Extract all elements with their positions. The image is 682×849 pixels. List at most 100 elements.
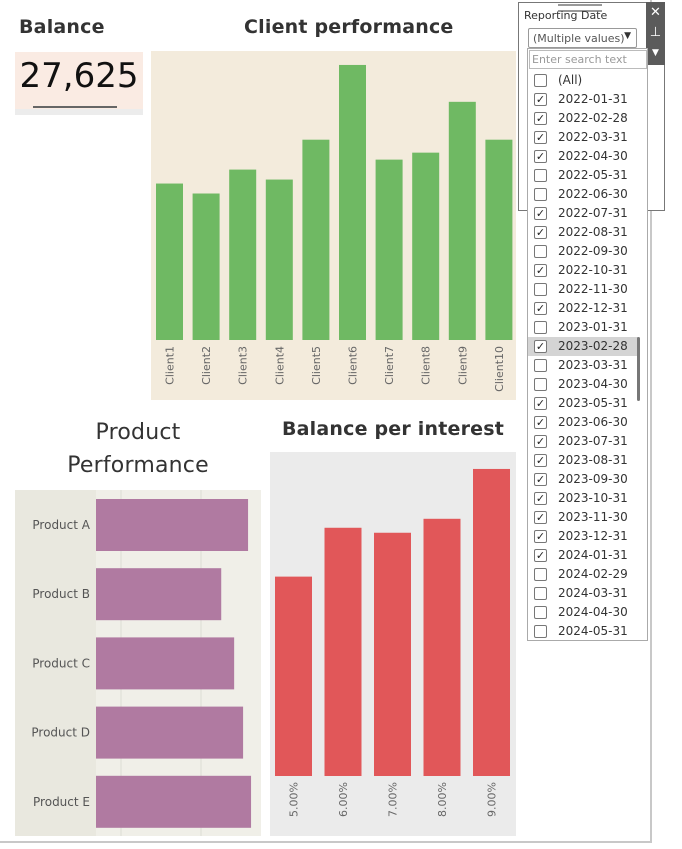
filter-item[interactable]: 2022-11-30 xyxy=(528,280,638,299)
filter-item[interactable]: ✓ 2023-06-30 xyxy=(528,413,638,432)
checkbox-icon[interactable] xyxy=(534,587,547,600)
filter-item[interactable]: ✓ 2022-08-31 xyxy=(528,223,638,242)
checkbox-checked-icon[interactable]: ✓ xyxy=(534,530,547,543)
checkbox-icon[interactable] xyxy=(534,625,547,638)
interest-tick-label: 8.00% xyxy=(436,782,449,817)
filter-item[interactable]: ✓ 2024-01-31 xyxy=(528,546,638,565)
checkbox-icon[interactable] xyxy=(534,169,547,182)
checkbox-checked-icon[interactable]: ✓ xyxy=(534,416,547,429)
drag-handle-icon[interactable] xyxy=(558,4,602,12)
filter-item[interactable]: 2024-05-31 xyxy=(528,622,638,640)
checkbox-checked-icon[interactable]: ✓ xyxy=(534,112,547,125)
filter-item-label: 2022-07-31 xyxy=(558,206,628,220)
checkbox-checked-icon[interactable]: ✓ xyxy=(534,302,547,315)
product-bar xyxy=(96,568,222,621)
filter-item-label: 2023-07-31 xyxy=(558,434,628,448)
checkbox-checked-icon[interactable]: ✓ xyxy=(534,340,547,353)
client-tick-label: Client7 xyxy=(383,346,396,385)
filter-item-label: (All) xyxy=(558,73,583,87)
filter-item[interactable]: ✓ 2023-09-30 xyxy=(528,470,638,489)
interest-bar xyxy=(473,468,510,776)
filter-item[interactable]: ✓ 2023-07-31 xyxy=(528,432,638,451)
filter-item[interactable]: ✓ 2023-12-31 xyxy=(528,527,638,546)
filter-item[interactable]: 2024-02-29 xyxy=(528,565,638,584)
filter-item[interactable]: ✓ 2023-10-31 xyxy=(528,489,638,508)
dropdown-icon[interactable]: ▼ xyxy=(652,48,659,58)
balance-kpi-card[interactable]: 27,625 xyxy=(15,52,143,115)
checkbox-checked-icon[interactable]: ✓ xyxy=(534,93,547,106)
filter-item-label: 2023-04-30 xyxy=(558,377,628,391)
filter-item[interactable]: ✓ 2022-01-31 xyxy=(528,90,638,109)
filter-search-input[interactable]: Enter search text xyxy=(529,50,647,69)
filter-list[interactable]: Enter search text (All) ✓ 2022-01-31 ✓ 2022-… xyxy=(527,48,648,641)
client-performance-chart[interactable]: Client1 Client2 Client3 Client4 Client5 Clien… xyxy=(151,51,516,400)
balance-title: Balance xyxy=(19,16,105,38)
filter-item-label: 2023-09-30 xyxy=(558,472,628,486)
filter-item[interactable]: ✓ 2023-05-31 xyxy=(528,394,638,413)
checkbox-checked-icon[interactable]: ✓ xyxy=(534,397,547,410)
close-icon[interactable]: ✕ xyxy=(650,5,661,20)
filter-item[interactable]: 2022-06-30 xyxy=(528,185,638,204)
checkbox-checked-icon[interactable]: ✓ xyxy=(534,435,547,448)
client-bar xyxy=(229,169,257,340)
checkbox-icon[interactable] xyxy=(534,283,547,296)
checkbox-checked-icon[interactable]: ✓ xyxy=(534,473,547,486)
filter-item-label: 2023-03-31 xyxy=(558,358,628,372)
filter-item-label: 2022-02-28 xyxy=(558,111,628,125)
checkbox-checked-icon[interactable]: ✓ xyxy=(534,131,547,144)
filter-item[interactable]: 2023-04-30 xyxy=(528,375,638,394)
filter-item-label: 2022-12-31 xyxy=(558,301,628,315)
filter-item[interactable]: 2023-03-31 xyxy=(528,356,638,375)
filter-item-label: 2022-01-31 xyxy=(558,92,628,106)
checkbox-icon[interactable] xyxy=(534,245,547,258)
filter-item[interactable]: ✓ 2022-12-31 xyxy=(528,299,638,318)
filter-item-label: 2023-12-31 xyxy=(558,529,628,543)
checkbox-checked-icon[interactable]: ✓ xyxy=(534,150,547,163)
pin-icon[interactable]: ⊥ xyxy=(649,25,662,40)
scrollbar-thumb[interactable] xyxy=(637,337,640,401)
checkbox-icon[interactable] xyxy=(534,606,547,619)
filter-item-label: 2023-06-30 xyxy=(558,415,628,429)
client-tick-label: Client9 xyxy=(456,346,469,385)
filter-item[interactable]: 2024-03-31 xyxy=(528,584,638,603)
filter-select[interactable]: (Multiple values) ▼ xyxy=(528,28,637,48)
dashboard-frame xyxy=(0,0,652,843)
filter-item[interactable]: ✓ 2022-04-30 xyxy=(528,147,638,166)
balance-per-interest-chart[interactable]: 5.00% 6.00% 7.00% 8.00% 9.00% xyxy=(270,452,516,836)
checkbox-checked-icon[interactable]: ✓ xyxy=(534,549,547,562)
checkbox-icon[interactable] xyxy=(534,568,547,581)
product-title-line2: Performance xyxy=(67,453,209,478)
checkbox-checked-icon[interactable]: ✓ xyxy=(534,207,547,220)
checkbox-checked-icon[interactable]: ✓ xyxy=(534,226,547,239)
checkbox-icon[interactable] xyxy=(534,74,547,87)
client-chart-title: Client performance xyxy=(244,16,454,38)
checkbox-checked-icon[interactable]: ✓ xyxy=(534,264,547,277)
checkbox-icon[interactable] xyxy=(534,321,547,334)
filter-item-label: 2022-09-30 xyxy=(558,244,628,258)
filter-item[interactable]: ✓ 2022-07-31 xyxy=(528,204,638,223)
checkbox-checked-icon[interactable]: ✓ xyxy=(534,454,547,467)
filter-item[interactable]: ✓ 2023-11-30 xyxy=(528,508,638,527)
filter-item[interactable]: 2022-05-31 xyxy=(528,166,638,185)
product-bar xyxy=(96,499,249,551)
checkbox-checked-icon[interactable]: ✓ xyxy=(534,511,547,524)
checkbox-icon[interactable] xyxy=(534,378,547,391)
product-bar xyxy=(96,637,235,690)
filter-item[interactable]: 2023-01-31 xyxy=(528,318,638,337)
filter-item[interactable]: 2024-04-30 xyxy=(528,603,638,622)
client-bar xyxy=(302,139,330,340)
filter-item-label: 2024-05-31 xyxy=(558,624,628,638)
filter-item[interactable]: ✓ 2023-02-28 xyxy=(528,337,638,356)
filter-item[interactable]: ✓ 2022-02-28 xyxy=(528,109,638,128)
checkbox-icon[interactable] xyxy=(534,359,547,372)
checkbox-icon[interactable] xyxy=(534,188,547,201)
filter-item[interactable]: ✓ 2023-08-31 xyxy=(528,451,638,470)
filter-item-label: 2022-11-30 xyxy=(558,282,628,296)
checkbox-checked-icon[interactable]: ✓ xyxy=(534,492,547,505)
filter-item[interactable]: 2022-09-30 xyxy=(528,242,638,261)
filter-item[interactable]: ✓ 2022-03-31 xyxy=(528,128,638,147)
filter-item[interactable]: ✓ 2022-10-31 xyxy=(528,261,638,280)
client-tick-label: Client5 xyxy=(310,346,323,385)
filter-item[interactable]: (All) xyxy=(528,71,638,90)
product-performance-chart[interactable]: Product A Product B Product C Product D Prod… xyxy=(15,490,261,836)
